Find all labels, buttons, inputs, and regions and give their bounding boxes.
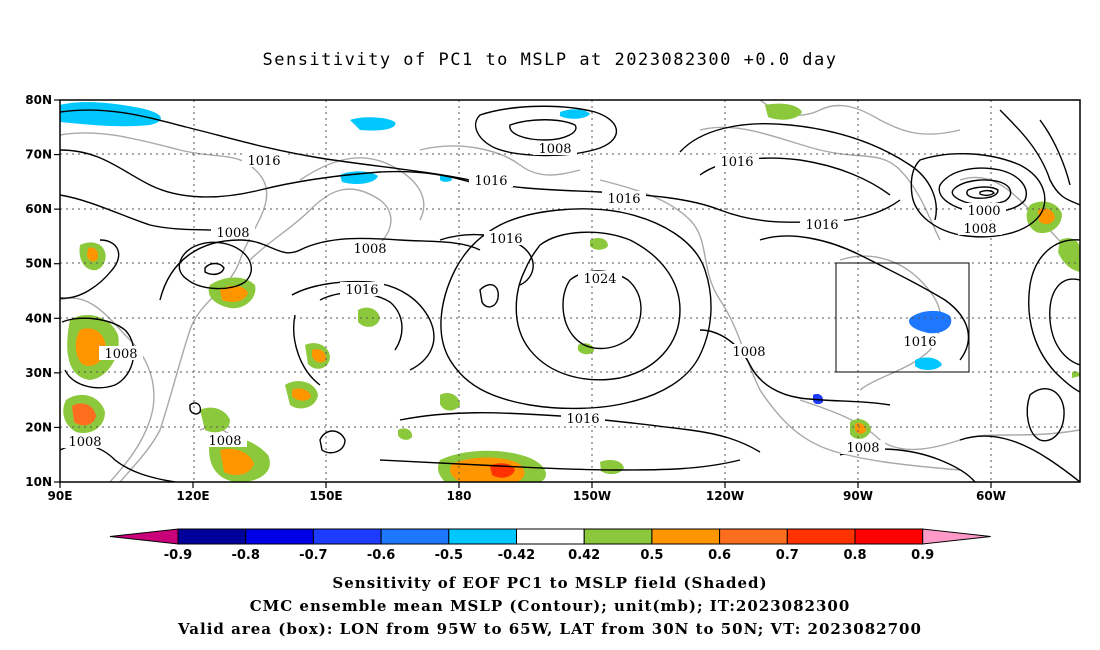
isobar-label: 1008 [216, 226, 249, 241]
colorbar-label: -0.8 [231, 548, 259, 563]
colorbar: -0.9 -0.8 -0.7 -0.6 -0.5 -0.42 0.42 0.5 0.6 0.7 0.… [109, 528, 991, 563]
lon-tick-label: 180 [446, 489, 471, 503]
colorbar-extend-high [922, 528, 991, 545]
isobar-label: 1016 [607, 192, 640, 207]
lon-tick-label: 120W [706, 489, 744, 503]
lon-tick-label: 90E [48, 489, 73, 503]
isobar-label: 1016 [566, 412, 599, 427]
lon-tick-label: 150E [309, 489, 342, 503]
colorbar-bin [516, 528, 585, 545]
lat-tick-label: 60N [25, 202, 52, 216]
lon-tick-label: 150W [573, 489, 611, 503]
isobar-label: 1000 [967, 204, 1000, 219]
colorbar-bin [786, 528, 856, 545]
colorbar-bin [312, 528, 382, 545]
isobar-label: 1008 [732, 345, 765, 360]
lat-tick-label: 20N [25, 420, 52, 434]
lat-tick-label: 10N [25, 475, 52, 489]
isobar-label: 1016 [903, 335, 936, 350]
lat-tick-label: 80N [25, 93, 52, 107]
lon-tick-label: 90W [843, 489, 873, 503]
colorbar-label: 0.8 [843, 548, 866, 563]
colorbar-bin [719, 528, 788, 545]
colorbar-label: -0.6 [367, 548, 395, 563]
isobar-label: 1016 [489, 232, 522, 247]
valid-area-box [835, 262, 970, 373]
caption-line-2: CMC ensemble mean MSLP (Contour); unit(m… [249, 597, 851, 615]
lon-tick-label: 120E [176, 489, 209, 503]
colorbar-bin [583, 528, 653, 545]
lon-tick-label: 60W [976, 489, 1006, 503]
isobar-label: 1008 [846, 441, 879, 456]
isobar-label: 1008 [68, 435, 101, 450]
plot-border [59, 99, 1081, 483]
isobar-label: 1016 [474, 174, 507, 189]
colorbar-bin [245, 528, 314, 545]
colorbar-label: 0.5 [640, 548, 663, 563]
isobar-label: 1008 [538, 142, 571, 157]
colorbar-extend-low [109, 528, 179, 545]
isobar-label: 1008 [104, 347, 137, 362]
colorbar-label: 0.42 [568, 548, 600, 563]
lat-tick-label: 30N [25, 366, 52, 380]
colorbar-bin [177, 528, 247, 545]
isobar-label: 1008 [208, 434, 241, 449]
isobar-label: 1008 [963, 222, 996, 237]
isobar-label: 1024 [583, 272, 616, 287]
isobar-label: 1016 [720, 155, 753, 170]
lat-tick-label: 40N [25, 311, 52, 325]
isobar-label: 1016 [247, 154, 280, 169]
isobar-labels: 1016 1008 1016 1016 1016 1008 1008 1016 … [63, 141, 1006, 456]
colorbar-label: 0.9 [911, 548, 934, 563]
colorbar-label: 0.7 [776, 548, 799, 563]
colorbar-bin [854, 528, 924, 545]
colorbar-bin [380, 528, 450, 545]
isobar-label: 1008 [353, 242, 386, 257]
colorbar-label: -0.5 [435, 548, 463, 563]
colorbar-bin [651, 528, 721, 545]
caption-line-1: Sensitivity of EOF PC1 to MSLP field (Sh… [332, 574, 768, 592]
longitude-axis: 90E 120E 150E 180 150W 120W 90W 60W [48, 482, 1006, 503]
caption-line-3: Valid area (box): LON from 95W to 65W, L… [178, 620, 922, 638]
shading-patches [60, 102, 1080, 482]
colorbar-label: -0.7 [299, 548, 327, 563]
latitude-axis: 80N 70N 60N 50N 40N 30N 20N 10N [25, 93, 60, 489]
lat-tick-label: 70N [25, 148, 52, 162]
colorbar-label: -0.9 [164, 548, 192, 563]
mslp-contours [60, 105, 1080, 482]
colorbar-bin [448, 528, 517, 545]
isobar-label: 1016 [345, 283, 378, 298]
isobar-label: 1016 [805, 218, 838, 233]
colorbar-label: -0.42 [498, 548, 535, 563]
colorbar-label: 0.6 [708, 548, 731, 563]
map-title: Sensitivity of PC1 to MSLP at 2023082300… [262, 50, 838, 70]
lat-tick-label: 50N [25, 257, 52, 271]
